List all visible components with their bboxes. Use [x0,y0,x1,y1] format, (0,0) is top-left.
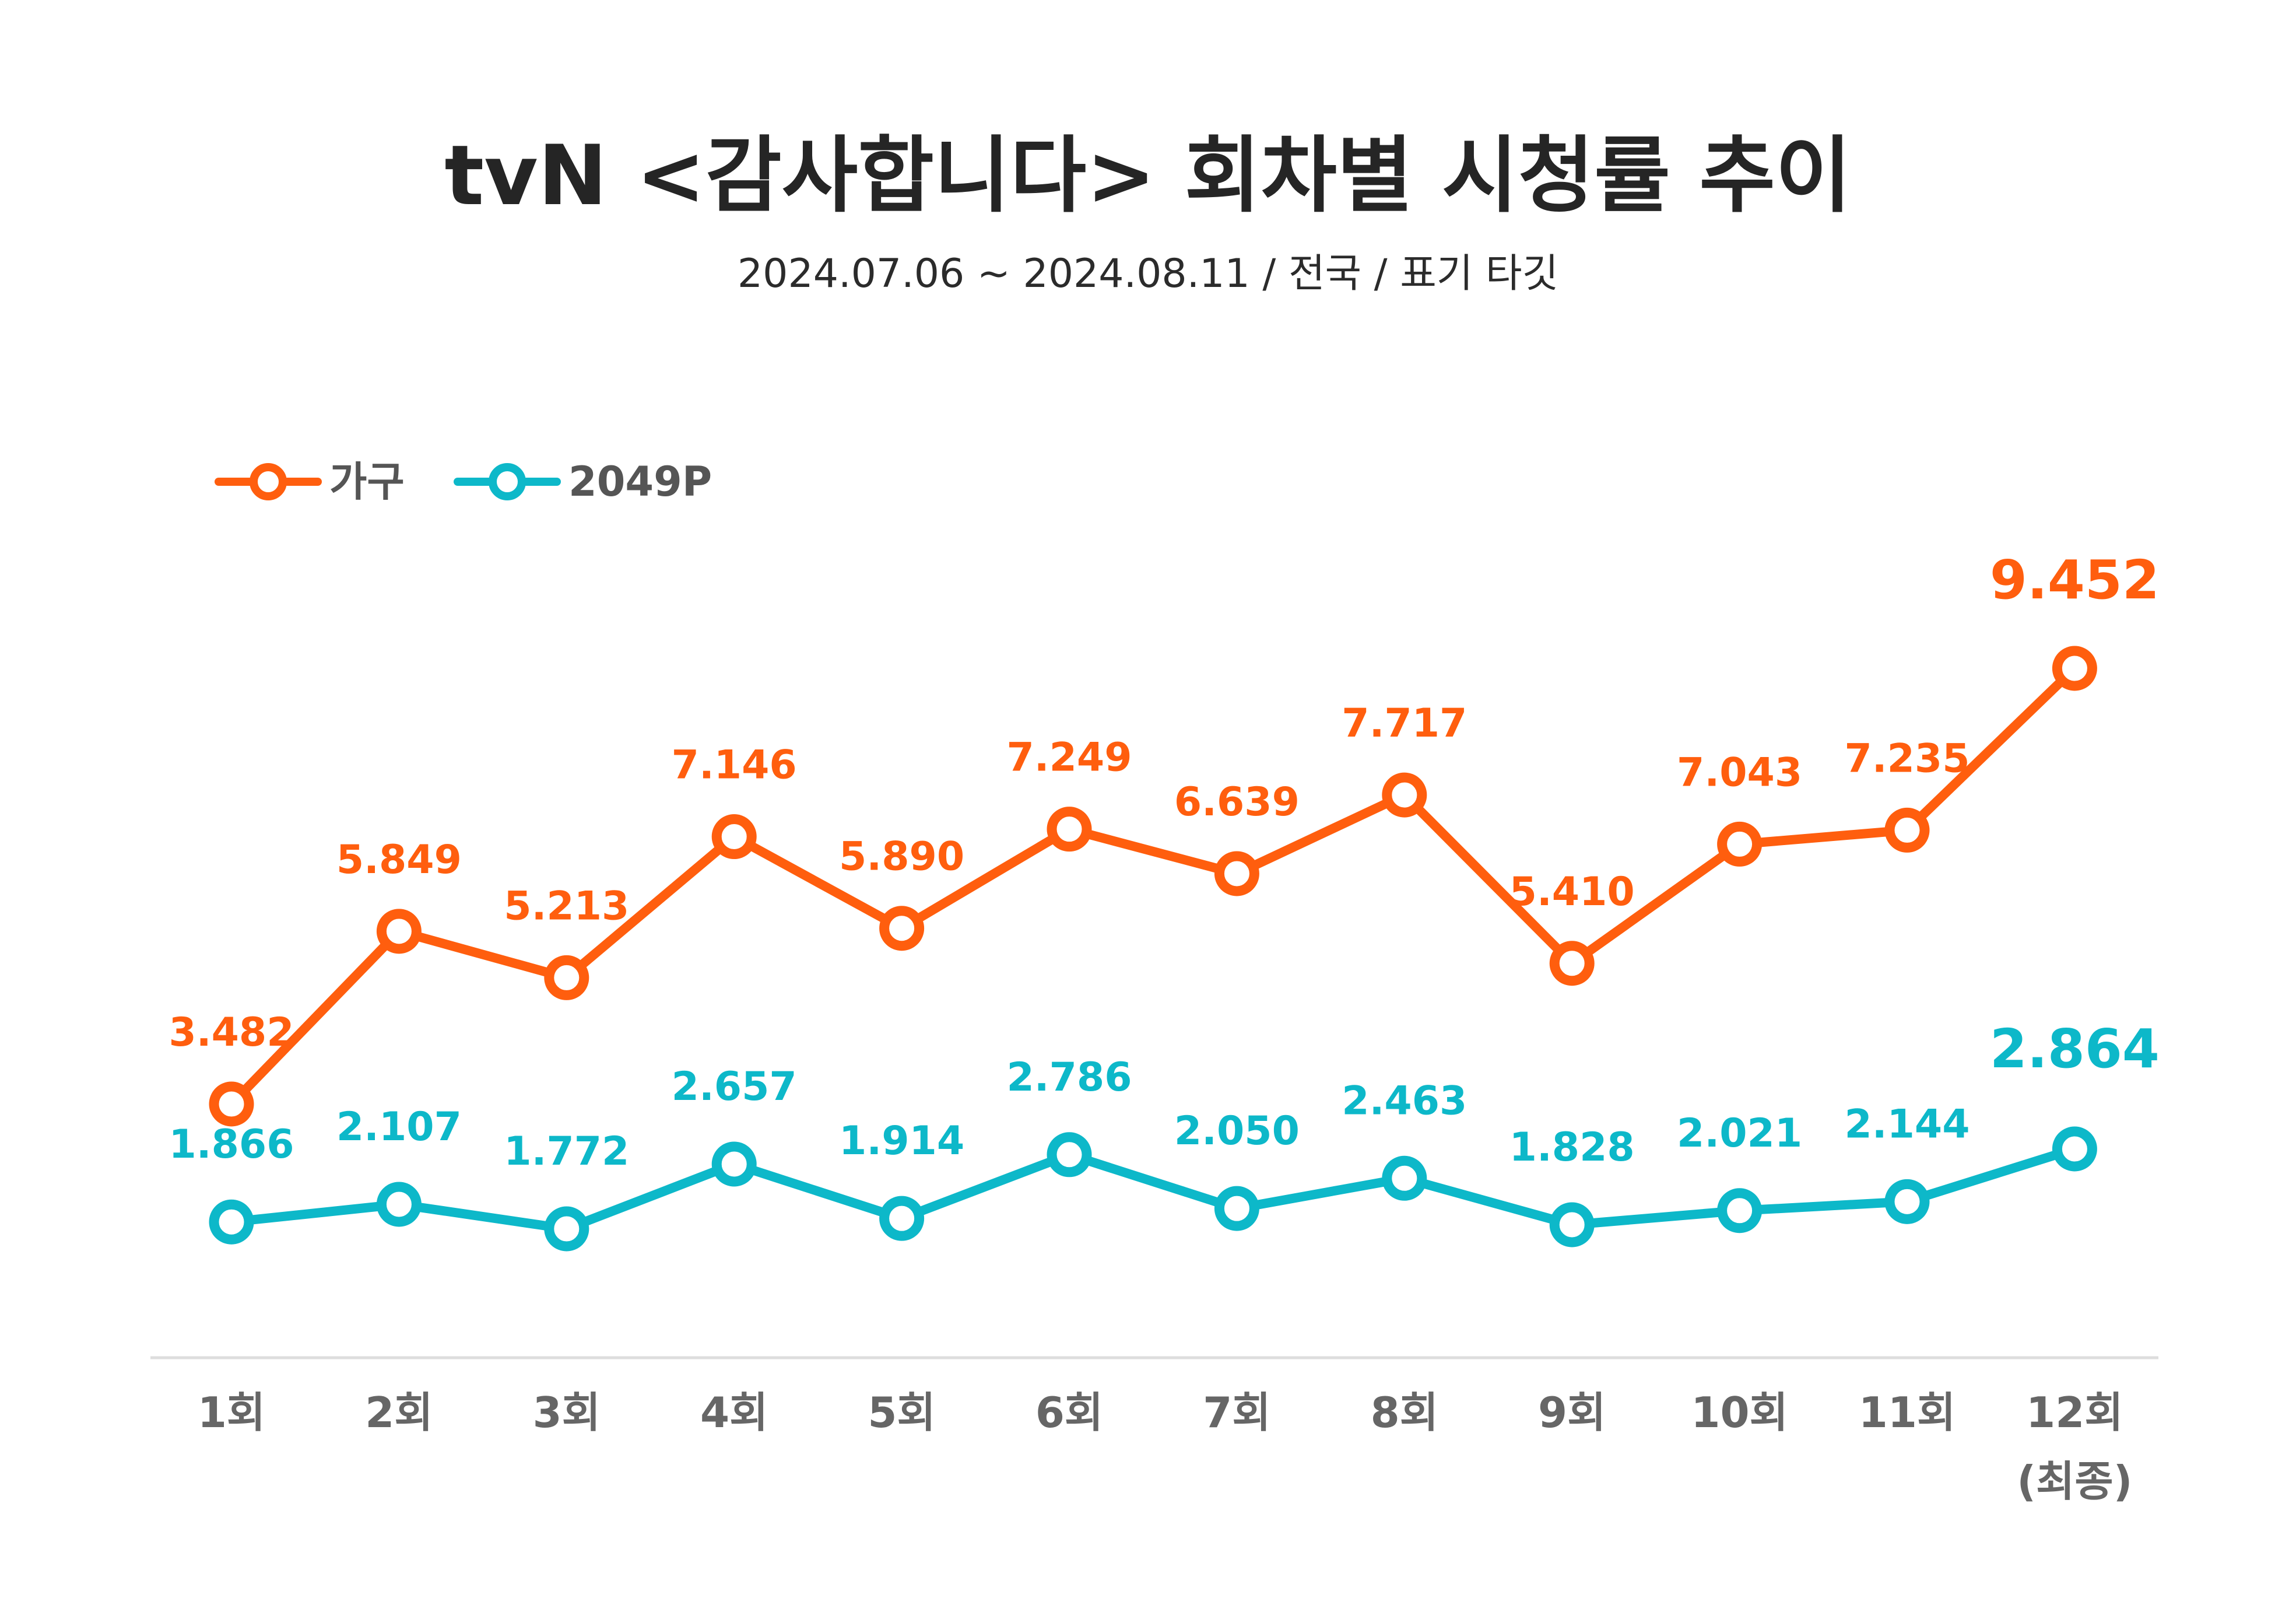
data-point [1047,1132,1092,1178]
data-label: 7.717 [1342,700,1467,747]
data-label: 5.410 [1509,869,1635,915]
x-tick-label: 12회 [2026,1388,2123,1437]
series-line [227,664,2080,1109]
data-label: 5.849 [336,837,462,883]
legend-item-household: 가구 [215,458,405,506]
data-point [2052,1126,2097,1172]
data-label: 7.249 [1006,735,1132,781]
data-label: 2.786 [1006,1054,1132,1101]
series-2049p: 1.866 2.107 1.772 2.657 1.914 2.786 2.050 2.463… [168,1018,2160,1252]
data-label: 5.213 [504,883,629,929]
data-label: 1.828 [1509,1124,1635,1171]
x-tick-label: 2회 [365,1388,433,1437]
x-tick-label: 8회 [1371,1388,1438,1437]
legend-marker [489,463,526,500]
data-point [1884,807,1930,853]
x-tick-label: 9회 [1538,1388,1606,1437]
data-point [2052,646,2097,691]
data-point [711,1141,757,1187]
x-tick-label: 4회 [700,1388,768,1437]
data-point [1717,1188,1763,1233]
series-line [227,1144,2080,1233]
data-point [209,1199,254,1245]
data-label: 1.772 [504,1129,629,1175]
data-label: 7.235 [1844,735,1969,782]
data-label: 2.657 [672,1064,797,1110]
data-point [1549,1202,1595,1247]
data-point [1214,1186,1259,1231]
data-label: 3.482 [168,1010,294,1056]
series-layer: 3.482 5.849 5.213 7.146 5.890 7.249 6.639 7.717… [168,549,2160,1252]
legend-label: 가구 [329,458,405,506]
data-label: 2.050 [1174,1108,1300,1154]
data-label: 2.107 [336,1104,462,1150]
legend-label: 2049P [568,458,712,506]
data-point [376,909,422,954]
x-tick-label: 5회 [868,1388,935,1437]
data-label: 1.914 [839,1118,964,1164]
data-point [1382,1155,1427,1201]
data-point [1549,941,1595,986]
data-label: 9.452 [1990,549,2160,611]
data-label: 2.144 [1844,1101,1969,1147]
series-household: 3.482 5.849 5.213 7.146 5.890 7.249 6.639 7.717… [168,549,2160,1127]
x-axis-ticks: 1회 2회 3회 4회 5회 6회 7회 8회 9회 10회 11회 12회 (최종) [198,1388,2133,1506]
data-point [1717,821,1763,867]
data-point [1382,772,1427,818]
data-label: 7.043 [1677,749,1802,796]
data-point [879,906,925,951]
data-point [879,1196,925,1241]
x-tick-label: 6회 [1035,1388,1103,1437]
x-tick-label: 7회 [1203,1388,1270,1437]
data-label: 6.639 [1174,779,1300,825]
legend-marker [250,463,287,500]
data-label: 5.890 [839,834,964,880]
data-point [544,955,589,1000]
data-point [1214,851,1259,896]
data-point [376,1182,422,1227]
data-point [544,1206,589,1252]
data-point [1047,807,1092,852]
chart-subtitle: 2024.07.06 ~ 2024.08.11 / 전국 / 표기 타깃 [738,251,1558,297]
x-tick-label: 10회 [1691,1388,1788,1437]
x-tick-label: 1회 [198,1388,265,1437]
data-point [209,1081,254,1127]
data-label: 2.864 [1990,1018,2160,1080]
data-point [711,814,757,860]
data-label: 7.146 [672,742,797,789]
x-tick-label: 11회 [1859,1388,1956,1437]
data-label: 2.021 [1677,1110,1802,1157]
x-tick-label: 3회 [533,1388,601,1437]
chart-title: tvN <감사합니다> 회차별 시청률 추이 [444,128,1851,224]
x-tick-note: (최종) [2017,1457,2132,1506]
data-point [1884,1179,1930,1224]
data-label: 1.866 [168,1122,294,1168]
legend-item-2049p: 2049P [454,458,712,506]
data-label: 2.463 [1342,1078,1467,1124]
legend: 가구 2049P [215,458,712,506]
